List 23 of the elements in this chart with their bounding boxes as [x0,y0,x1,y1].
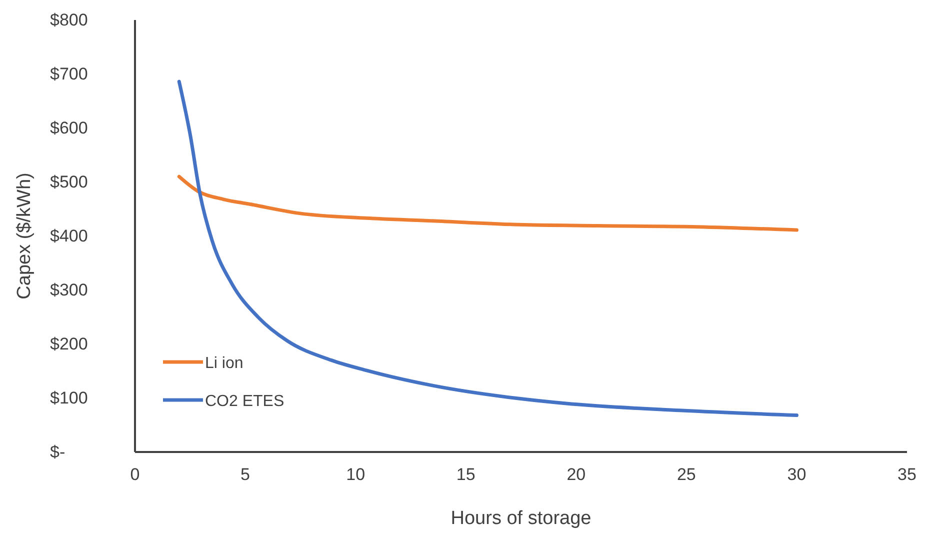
x-tick-label: 10 [346,465,366,484]
y-tick-label: $500 [50,172,88,192]
y-tick-label: $- [50,442,66,462]
legend-label: CO2 ETES [205,393,284,410]
y-tick-label: $800 [50,10,88,30]
y-tick-label: $700 [50,64,88,84]
line-series [177,80,798,418]
y-tick-label: $300 [50,280,88,300]
y-axis-title: Capex ($/kWh) [14,172,35,300]
x-tick-label: 25 [676,465,696,484]
y-tick-label: $400 [50,226,88,246]
x-tick-label: 5 [240,465,250,484]
x-axis-title: Hours of storage [450,508,592,529]
x-tick-label: 35 [898,465,916,484]
y-tick-label: $100 [50,388,88,408]
x-tick-label: 15 [456,465,476,484]
x-tick-label: 30 [787,465,806,484]
x-tick-label: 0 [130,465,140,484]
line-series [177,174,798,232]
x-tick-label: 20 [566,465,586,484]
y-tick-label: $600 [50,118,88,138]
legend-label: Li ion [205,355,244,372]
y-tick-label: $200 [50,334,88,354]
